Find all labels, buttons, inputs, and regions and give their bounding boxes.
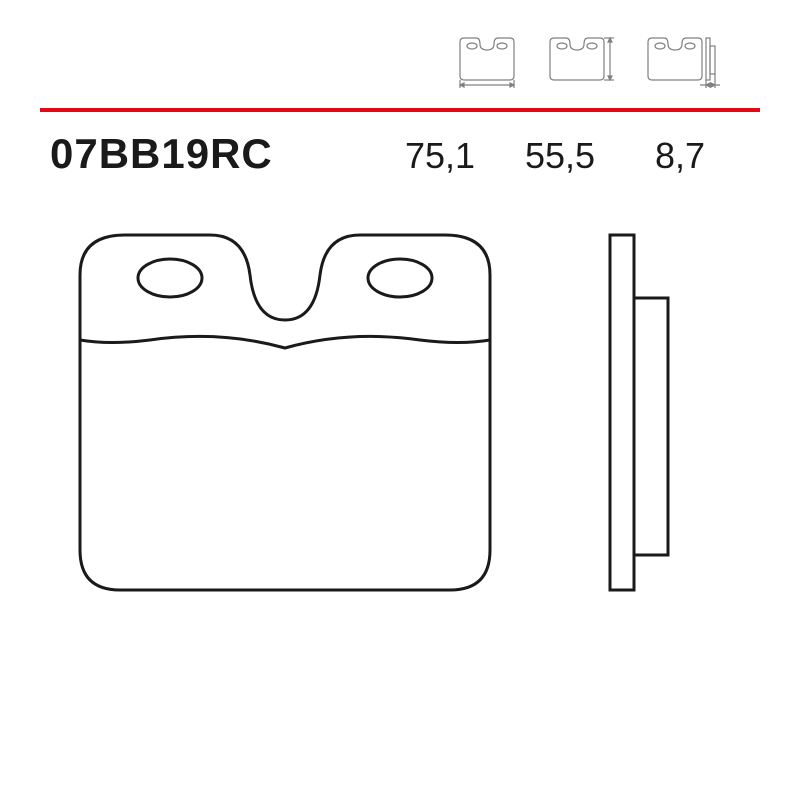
height-icon [542, 30, 620, 90]
width-icon [452, 30, 522, 90]
height-value: 55,5 [500, 135, 620, 177]
front-view [80, 235, 490, 590]
thickness-icon [640, 30, 720, 90]
thickness-value: 8,7 [620, 135, 740, 177]
dimension-icons [452, 30, 720, 90]
width-value: 75,1 [380, 135, 500, 177]
thickness-icon-group [640, 30, 720, 90]
part-number: 07BB19RC [50, 130, 380, 178]
technical-drawing [50, 220, 750, 750]
height-icon-group [542, 30, 620, 90]
side-view [610, 235, 668, 590]
width-icon-group [452, 30, 522, 90]
data-row: 07BB19RC 75,1 55,5 8,7 [50, 130, 740, 178]
divider-line [40, 108, 760, 112]
